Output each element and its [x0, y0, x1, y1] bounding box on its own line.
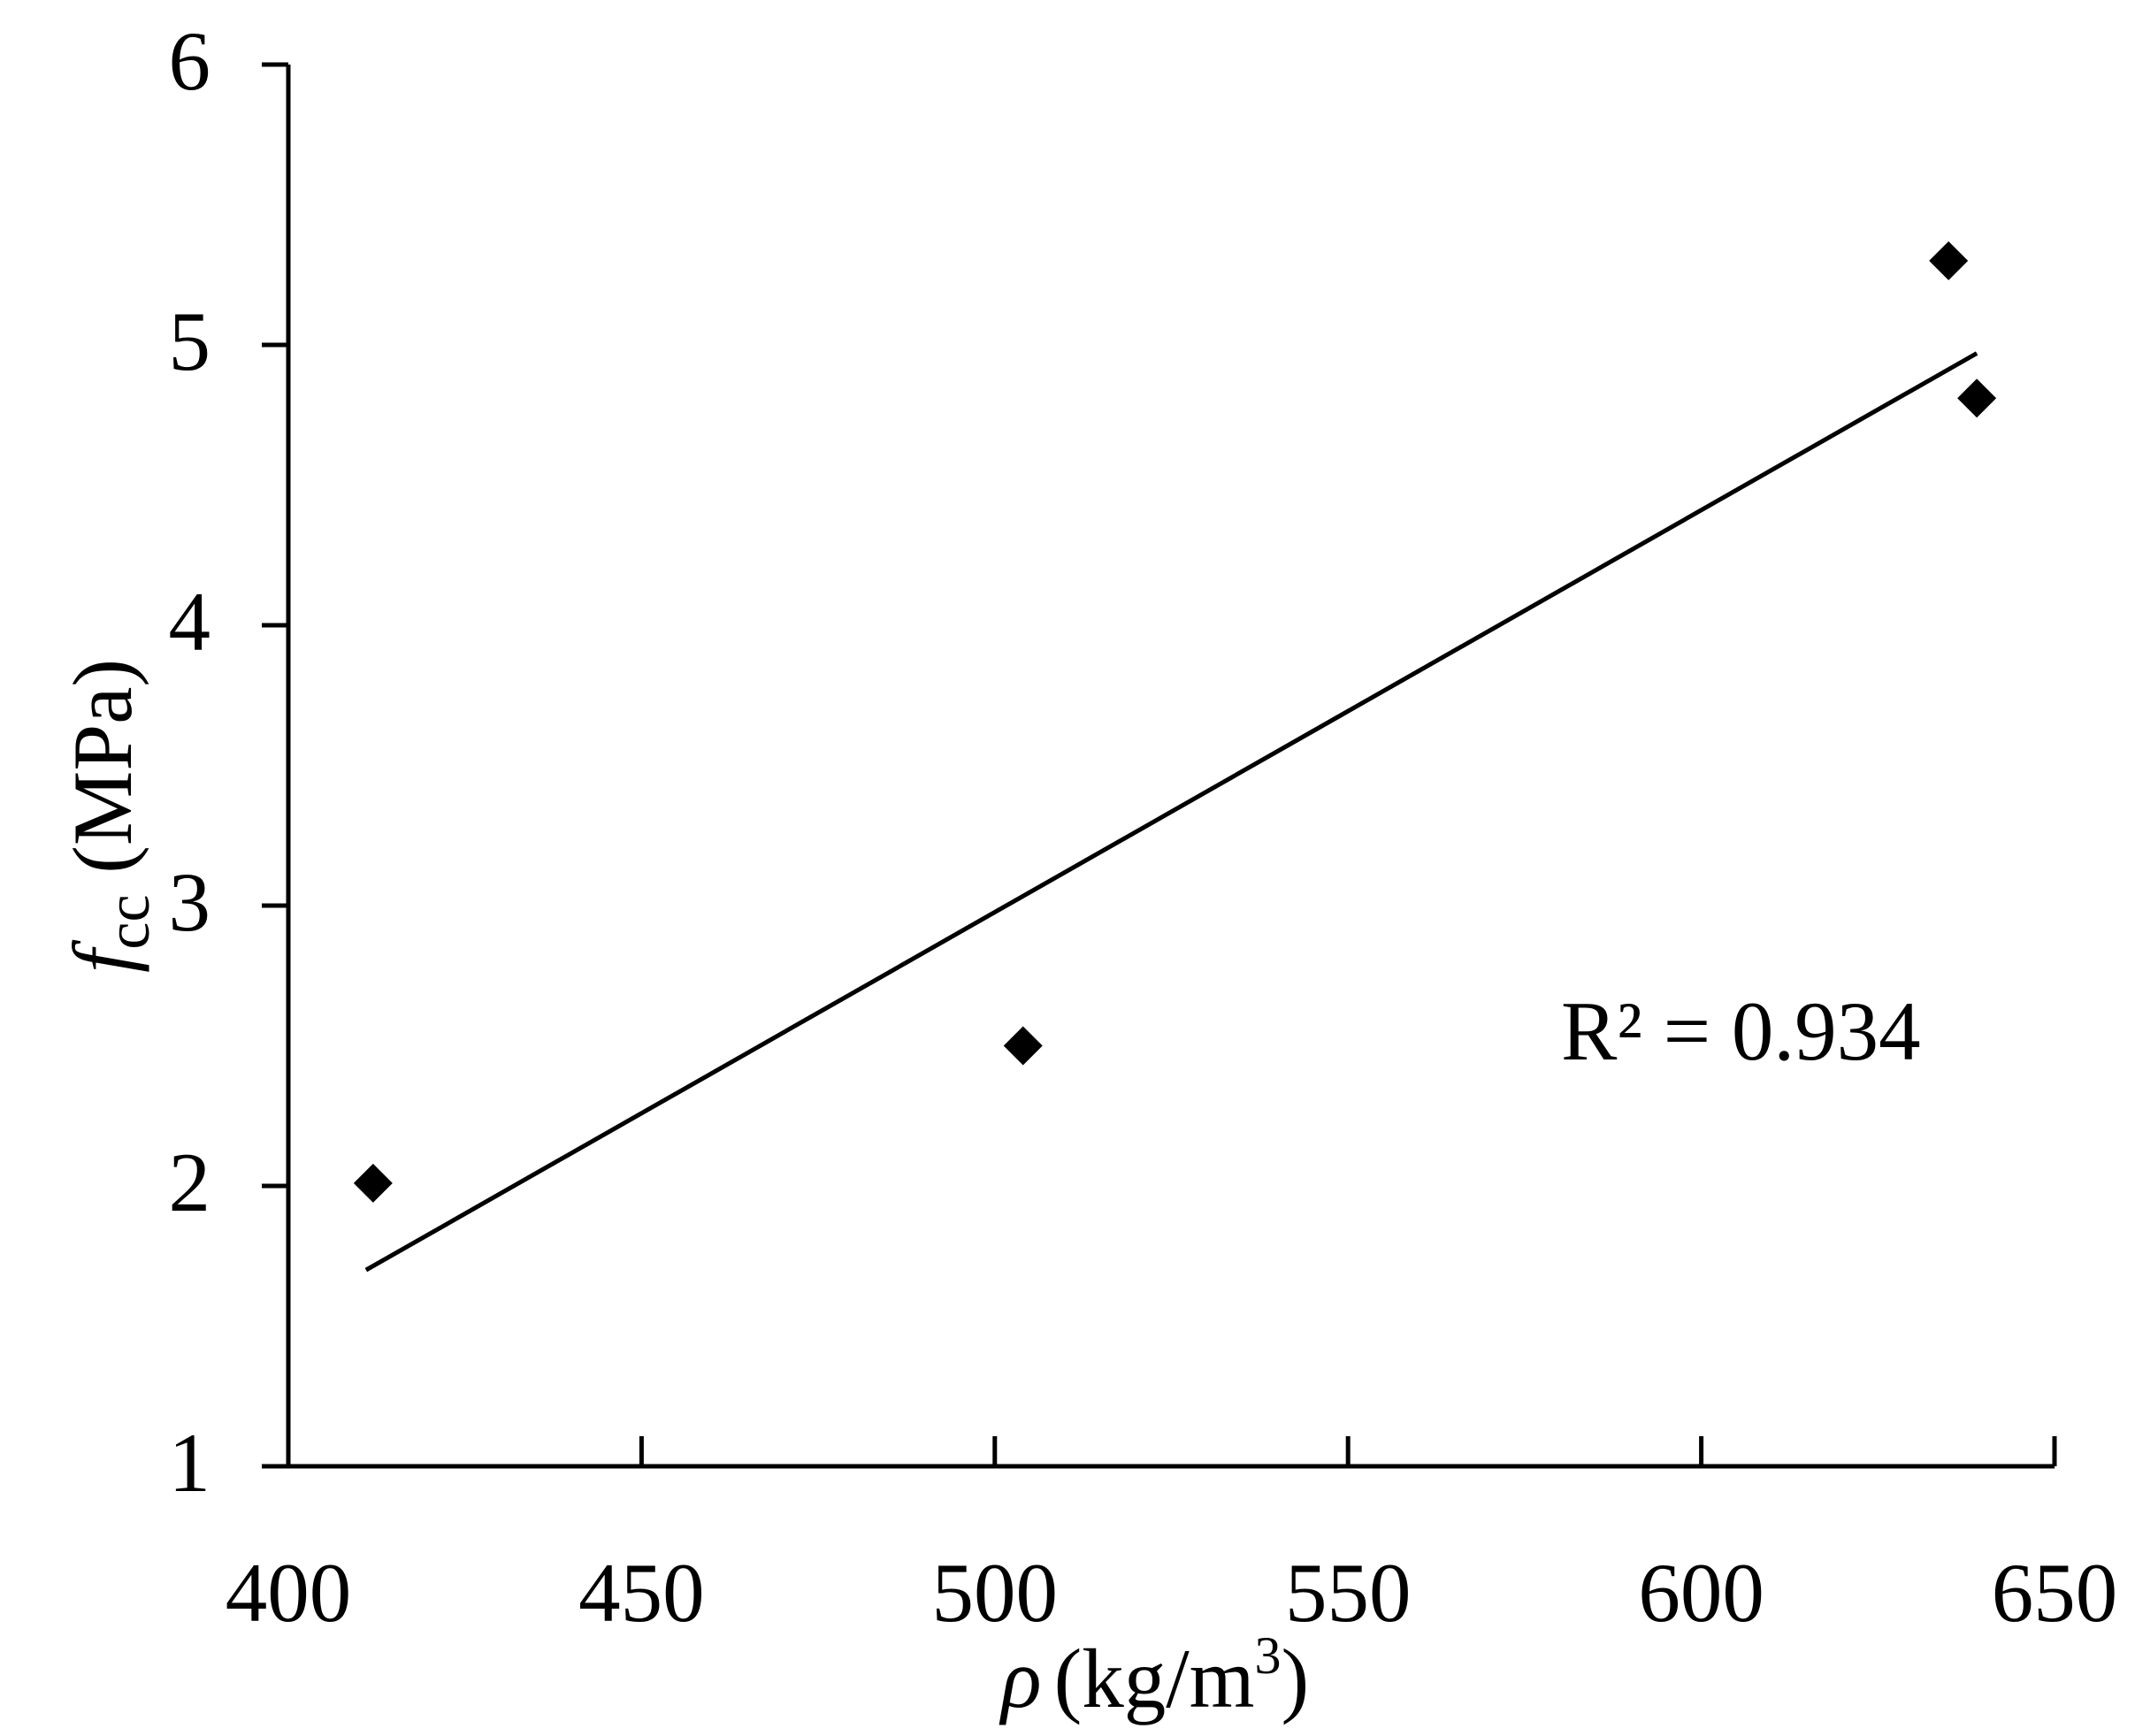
y-tick-label: 1	[169, 1416, 211, 1510]
y-tick-label: 4	[169, 575, 211, 669]
x-tick-label: 400	[226, 1546, 352, 1640]
x-tick-label: 500	[932, 1546, 1059, 1640]
data-point-marker	[1003, 1026, 1043, 1066]
x-tick-label: 650	[1992, 1546, 2118, 1640]
x-tick-label: 450	[578, 1546, 705, 1640]
y-tick-label: 5	[169, 294, 211, 388]
data-point-marker	[1929, 241, 1969, 280]
trendline	[364, 351, 1978, 1273]
x-tick-label: 600	[1638, 1546, 1764, 1640]
x-tick-label: 550	[1285, 1546, 1412, 1640]
x-axis-label: ρ (kg/m3)	[999, 1626, 1309, 1725]
y-tick-label: 3	[169, 855, 211, 949]
y-tick-label: 6	[169, 14, 211, 108]
y-axis-label: fcc (MPa)	[56, 659, 163, 973]
data-point-marker	[1957, 379, 1997, 418]
y-tick-label: 2	[169, 1136, 211, 1229]
data-point-marker	[353, 1163, 393, 1203]
r-squared-annotation: R² = 0.934	[1561, 984, 1921, 1078]
